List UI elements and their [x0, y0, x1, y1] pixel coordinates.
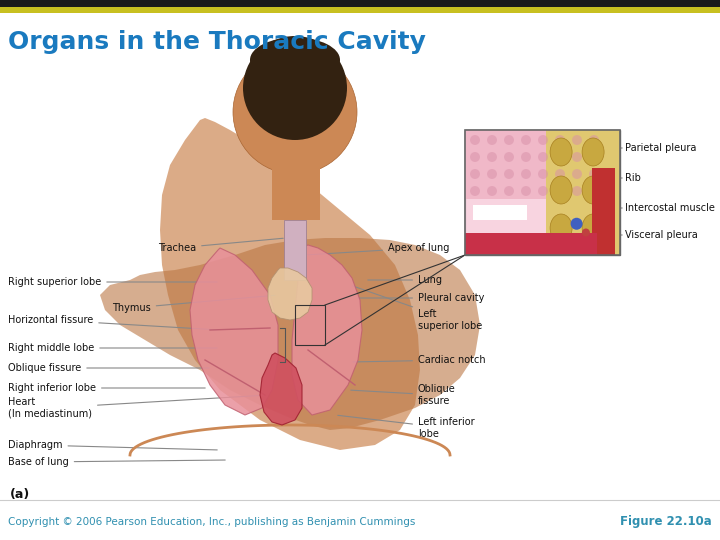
Circle shape — [487, 169, 497, 179]
Text: Trachea: Trachea — [158, 238, 283, 253]
Circle shape — [487, 186, 497, 196]
Bar — [546, 130, 620, 255]
Circle shape — [555, 169, 565, 179]
Text: Copyright © 2006 Pearson Education, Inc., publishing as Benjamin Cummings: Copyright © 2006 Pearson Education, Inc.… — [8, 517, 415, 527]
Bar — [473, 205, 527, 220]
Bar — [295, 305, 325, 345]
Ellipse shape — [250, 37, 340, 83]
Polygon shape — [100, 238, 480, 430]
Circle shape — [504, 169, 514, 179]
Bar — [465, 130, 620, 255]
Bar — [272, 165, 320, 220]
Circle shape — [470, 152, 480, 162]
Circle shape — [521, 186, 531, 196]
Text: Diaphragm: Diaphragm — [8, 440, 217, 450]
Text: Visceral pleura: Visceral pleura — [620, 230, 698, 240]
Circle shape — [470, 169, 480, 179]
Polygon shape — [260, 353, 302, 425]
Circle shape — [582, 228, 590, 237]
Circle shape — [521, 169, 531, 179]
Ellipse shape — [582, 138, 604, 166]
Circle shape — [572, 135, 582, 145]
Circle shape — [589, 169, 599, 179]
Circle shape — [589, 186, 599, 196]
Circle shape — [487, 152, 497, 162]
Circle shape — [571, 218, 582, 230]
Text: Heart
(In mediastinum): Heart (In mediastinum) — [8, 395, 265, 419]
Circle shape — [504, 186, 514, 196]
Circle shape — [538, 152, 548, 162]
Ellipse shape — [582, 214, 604, 242]
Circle shape — [538, 186, 548, 196]
Polygon shape — [268, 268, 312, 320]
Circle shape — [572, 152, 582, 162]
Text: Cardiac notch: Cardiac notch — [353, 355, 485, 365]
Circle shape — [504, 135, 514, 145]
Circle shape — [521, 135, 531, 145]
Circle shape — [233, 50, 357, 174]
Circle shape — [555, 152, 565, 162]
Bar — [0, 0, 720, 7]
Circle shape — [555, 186, 565, 196]
Ellipse shape — [582, 176, 604, 204]
Bar — [284, 220, 306, 280]
Ellipse shape — [550, 138, 572, 166]
Text: Base of lung: Base of lung — [8, 457, 225, 467]
Text: Lung: Lung — [368, 275, 442, 285]
Text: Thymus: Thymus — [112, 295, 275, 313]
Circle shape — [538, 169, 548, 179]
Ellipse shape — [550, 176, 572, 204]
Circle shape — [487, 135, 497, 145]
Text: Right superior lobe: Right superior lobe — [8, 277, 217, 287]
Text: Apex of lung: Apex of lung — [307, 243, 449, 255]
Text: Parietal pleura: Parietal pleura — [620, 143, 696, 153]
Text: Organs in the Thoracic Cavity: Organs in the Thoracic Cavity — [8, 30, 426, 54]
Circle shape — [572, 186, 582, 196]
Text: Figure 22.10a: Figure 22.10a — [620, 516, 712, 529]
Bar — [592, 167, 616, 255]
Bar — [465, 233, 597, 255]
Circle shape — [243, 36, 347, 140]
Circle shape — [572, 169, 582, 179]
Bar — [465, 199, 546, 255]
Text: Left inferior
lobe: Left inferior lobe — [338, 415, 474, 439]
Ellipse shape — [550, 214, 572, 242]
Circle shape — [521, 152, 531, 162]
Text: (a): (a) — [10, 488, 30, 501]
Polygon shape — [160, 118, 420, 450]
Circle shape — [589, 152, 599, 162]
Text: Oblique
fissure: Oblique fissure — [351, 384, 456, 406]
Text: Intercostal muscle: Intercostal muscle — [620, 203, 715, 213]
Circle shape — [504, 152, 514, 162]
Polygon shape — [190, 248, 278, 415]
Circle shape — [470, 186, 480, 196]
Text: Left
superior lobe: Left superior lobe — [353, 286, 482, 331]
Polygon shape — [292, 245, 362, 415]
Circle shape — [589, 135, 599, 145]
Bar — [465, 130, 620, 199]
Text: Right inferior lobe: Right inferior lobe — [8, 383, 205, 393]
Circle shape — [538, 135, 548, 145]
Text: Right middle lobe: Right middle lobe — [8, 343, 217, 353]
Text: Rib: Rib — [620, 173, 641, 183]
Bar — [465, 130, 620, 255]
Circle shape — [555, 135, 565, 145]
Bar — [0, 7, 720, 13]
Circle shape — [470, 135, 480, 145]
Text: Oblique fissure: Oblique fissure — [8, 363, 210, 373]
Text: Pleural cavity: Pleural cavity — [358, 293, 485, 303]
Text: Horizontal fissure: Horizontal fissure — [8, 315, 217, 330]
Bar — [90, 55, 530, 485]
